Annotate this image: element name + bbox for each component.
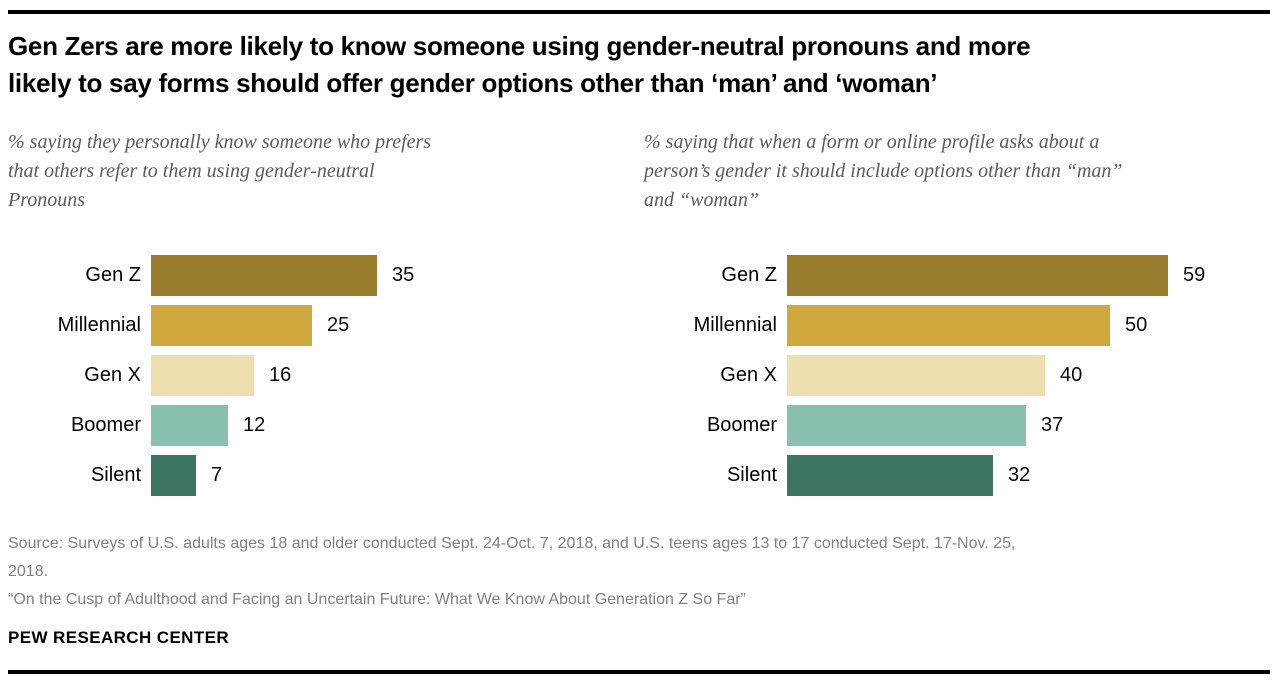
bar xyxy=(787,305,1110,346)
bar-row: Boomer 37 xyxy=(644,405,1270,446)
bar-label: Gen Z xyxy=(85,264,141,286)
chart-right-bars: Gen Z 59 Millennial 50 Gen X 40 Boomer 37 Silent… xyxy=(644,255,1270,496)
bar-label: Boomer xyxy=(706,414,777,436)
chart-right-subtitle: % saying that when a form or online prof… xyxy=(644,131,1123,211)
bar-label: Silent xyxy=(90,464,141,486)
chart-left-subtitle: % saying they personally know someone wh… xyxy=(8,131,432,211)
bar-value: 50 xyxy=(1125,314,1148,336)
chart-right: % saying that when a form or online prof… xyxy=(644,128,1270,496)
bar-label: Gen X xyxy=(84,364,141,386)
bar-value: 37 xyxy=(1041,414,1064,436)
bar-row: Millennial 25 xyxy=(8,305,634,346)
bar xyxy=(787,355,1045,396)
bar-row: Silent 32 xyxy=(644,455,1270,496)
bar-label: Boomer xyxy=(70,414,141,436)
bar-label: Millennial xyxy=(57,314,141,336)
top-divider xyxy=(8,10,1270,14)
chart-left-bars: Gen Z 35 Millennial 25 Gen X 16 Boomer 12 Silent… xyxy=(8,255,634,496)
bar-row: Gen X 16 xyxy=(8,355,634,396)
bar-value: 32 xyxy=(1008,464,1031,486)
bar-row: Gen X 40 xyxy=(644,355,1270,396)
bar-row: Millennial 50 xyxy=(644,305,1270,346)
charts-row: % saying they personally know someone wh… xyxy=(8,128,1270,496)
bar-value: 12 xyxy=(243,414,266,436)
bar xyxy=(151,355,254,396)
bar-value: 16 xyxy=(269,364,292,386)
bar-value: 40 xyxy=(1060,364,1083,386)
bar xyxy=(787,455,993,496)
bar-label: Gen Z xyxy=(721,264,777,286)
chart-left: % saying they personally know someone wh… xyxy=(8,128,634,496)
bar-label: Millennial xyxy=(693,314,777,336)
brand-footer: PEW RESEARCH CENTER xyxy=(8,628,230,647)
bar-value: 7 xyxy=(211,464,223,486)
bar-row: Silent 7 xyxy=(8,455,634,496)
bar xyxy=(787,255,1168,296)
bar-value: 59 xyxy=(1183,264,1206,286)
bar xyxy=(151,405,228,446)
bar-row: Gen Z 59 xyxy=(644,255,1270,296)
bar-row: Boomer 12 xyxy=(8,405,634,446)
bar xyxy=(151,255,377,296)
bar-value: 35 xyxy=(392,264,415,286)
bar-label: Gen X xyxy=(720,364,777,386)
bar xyxy=(151,455,196,496)
source-note: Source: Surveys of U.S. adults ages 18 a… xyxy=(8,535,1016,580)
bar xyxy=(151,305,312,346)
report-title-note: “On the Cusp of Adulthood and Facing an … xyxy=(8,591,746,608)
bar-label: Silent xyxy=(726,464,777,486)
bar-row: Gen Z 35 xyxy=(8,255,634,296)
bar-value: 25 xyxy=(327,314,350,336)
page-title: Gen Zers are more likely to know someone… xyxy=(8,31,1031,98)
bottom-divider xyxy=(8,670,1270,674)
bar xyxy=(787,405,1026,446)
